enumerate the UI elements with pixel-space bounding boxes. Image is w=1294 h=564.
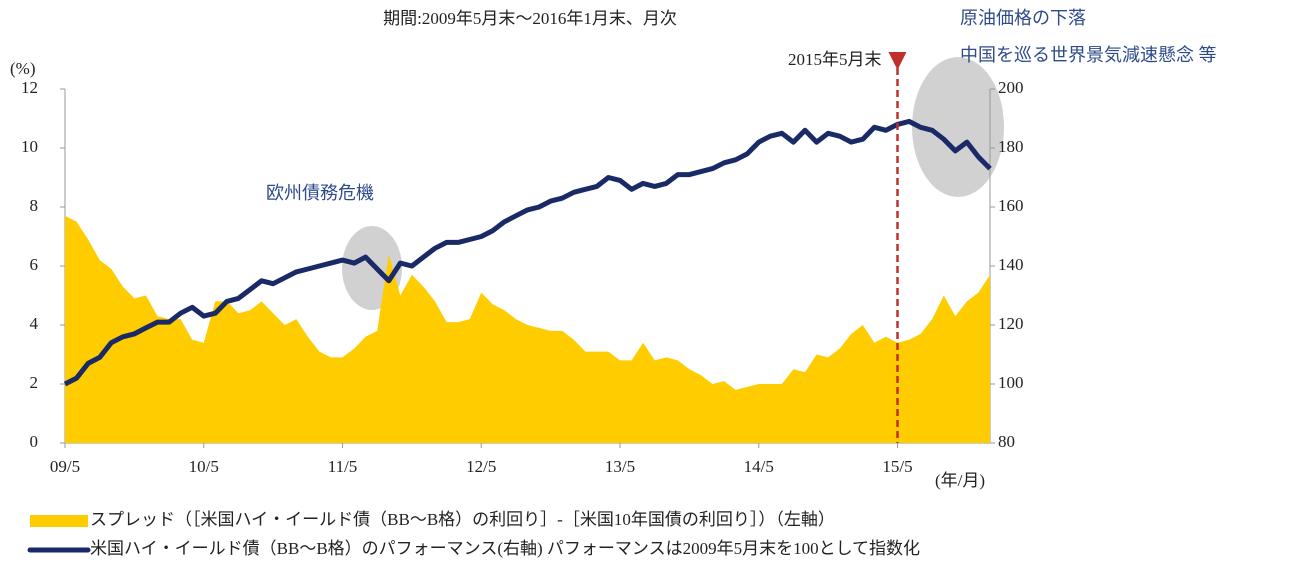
y-tick-label: 10 — [21, 137, 38, 156]
annotation: 原油価格の下落 — [960, 8, 1086, 28]
legend-swatch — [30, 515, 88, 527]
y2-tick-label: 200 — [998, 78, 1024, 97]
y-tick-label: 6 — [30, 255, 39, 274]
y-tick-label: 8 — [30, 196, 39, 215]
highlight-marker — [888, 52, 907, 70]
x-axis-label: (年/月) — [935, 471, 985, 490]
x-tick-label: 14/5 — [744, 457, 774, 476]
legend-label: スプレッド（［米国ハイ・イールド債（BB～B格）の利回り］-［米国10年国債の利… — [90, 510, 835, 529]
y2-tick-label: 160 — [998, 196, 1024, 215]
x-tick-label: 10/5 — [189, 457, 219, 476]
x-tick-label: 15/5 — [882, 457, 912, 476]
x-tick-label: 11/5 — [328, 457, 358, 476]
y-axis-label: (%) — [10, 59, 35, 78]
x-tick-label: 09/5 — [50, 457, 80, 476]
y-tick-label: 2 — [30, 373, 39, 392]
x-tick-label: 13/5 — [605, 457, 635, 476]
highlight-label: 2015年5月末 — [788, 50, 882, 69]
y-tick-label: 12 — [21, 78, 38, 97]
y2-tick-label: 140 — [998, 255, 1024, 274]
legend-label: 米国ハイ・イールド債（BB～B格）のパフォーマンス(右軸) パフォーマンスは20… — [90, 539, 920, 558]
chart-title: 期間:2009年5月末～2016年1月末、月次 — [383, 9, 677, 28]
line — [63, 118, 992, 387]
x-tick-label: 12/5 — [466, 457, 496, 476]
y2-tick-label: 100 — [998, 373, 1024, 392]
y-tick-label: 4 — [30, 314, 39, 333]
y2-tick-label: 180 — [998, 137, 1024, 156]
annotation: 欧州債務危機 — [266, 183, 374, 203]
annotation: 中国を巡る世界景気減速懸念 等 — [960, 44, 1217, 65]
y2-tick-label: 120 — [998, 314, 1024, 333]
y-tick-label: 0 — [30, 432, 39, 451]
y2-tick-label: 80 — [998, 432, 1015, 451]
area — [65, 215, 990, 443]
